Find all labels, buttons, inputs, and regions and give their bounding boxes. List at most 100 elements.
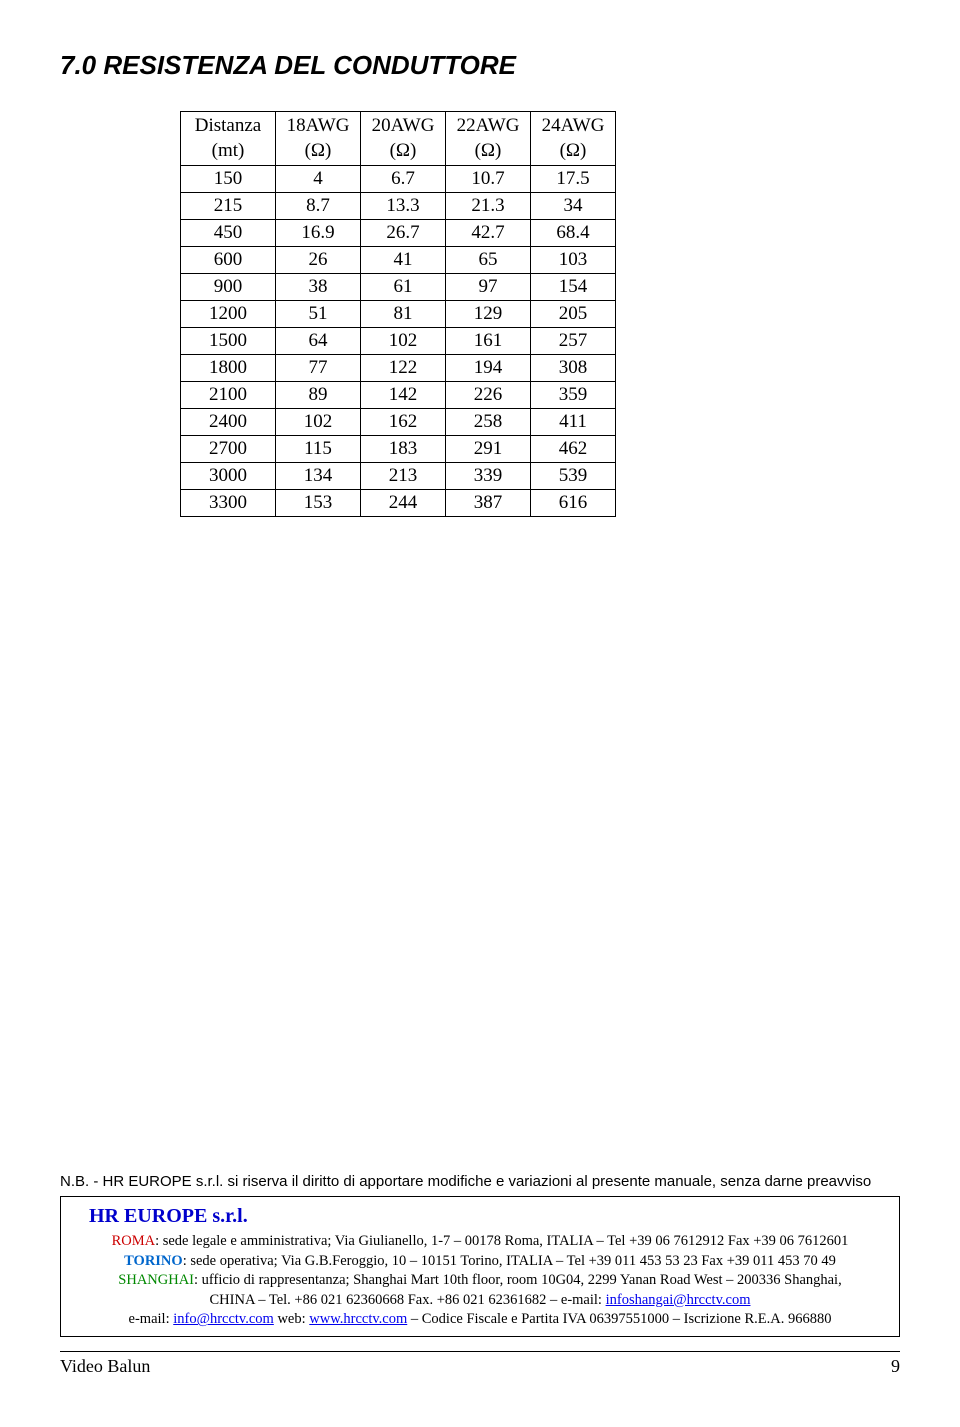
table-cell: 16.9 [276, 220, 361, 247]
roma-text: : sede legale e amministrativa; Via Giul… [155, 1233, 848, 1249]
table-cell: 308 [531, 355, 616, 382]
table-cell: 3000 [181, 463, 276, 490]
table-cell: 2100 [181, 382, 276, 409]
table-cell: 42.7 [446, 220, 531, 247]
table-cell: 153 [276, 490, 361, 517]
table-cell: 61 [361, 274, 446, 301]
footer-page-number: 9 [891, 1356, 900, 1377]
web-prefix: web: [274, 1311, 309, 1327]
table-cell: 134 [276, 463, 361, 490]
table-row: 45016.926.742.768.4 [181, 220, 616, 247]
table-cell: 21.3 [446, 193, 531, 220]
table-cell: 900 [181, 274, 276, 301]
table-cell: 38 [276, 274, 361, 301]
table-cell: 183 [361, 436, 446, 463]
table-cell: 77 [276, 355, 361, 382]
table-row: 180077122194308 [181, 355, 616, 382]
table-cell: 68.4 [531, 220, 616, 247]
table-cell: 3300 [181, 490, 276, 517]
table-row: 150064102161257 [181, 328, 616, 355]
footer-left: Video Balun [60, 1356, 150, 1377]
company-address-block: HR EUROPE s.r.l. ROMA: sede legale e amm… [60, 1196, 900, 1337]
table-cell: 13.3 [361, 193, 446, 220]
table-cell: 411 [531, 409, 616, 436]
table-cell: 339 [446, 463, 531, 490]
table-cell: 1800 [181, 355, 276, 382]
header-line2: (Ω) [390, 140, 417, 161]
address-shanghai-1: SHANGHAI: ufficio di rappresentanza; Sha… [69, 1271, 891, 1291]
table-cell: 150 [181, 166, 276, 193]
label-shanghai: SHANGHAI [118, 1272, 194, 1288]
table-row: 900386197154 [181, 274, 616, 301]
address-torino: TORINO: sede operativa; Via G.B.Feroggio… [69, 1252, 891, 1272]
page-footer: Video Balun 9 [60, 1351, 900, 1377]
table-cell: 34 [531, 193, 616, 220]
table-cell: 2700 [181, 436, 276, 463]
table-cell: 1200 [181, 301, 276, 328]
table-cell: 600 [181, 247, 276, 274]
header-distance: Distanza (mt) [181, 112, 276, 166]
table-row: 2400102162258411 [181, 409, 616, 436]
table-cell: 387 [446, 490, 531, 517]
fiscal-text: – Codice Fiscale e Partita IVA 063975510… [407, 1311, 831, 1327]
address-email-web: e-mail: info@hrcctv.com web: www.hrcctv.… [69, 1310, 891, 1330]
table-row: 3000134213339539 [181, 463, 616, 490]
notice-block: N.B. - HR EUROPE s.r.l. si riserva il di… [60, 1172, 900, 1377]
table-cell: 205 [531, 301, 616, 328]
table-row: 600264165103 [181, 247, 616, 274]
table-cell: 122 [361, 355, 446, 382]
resistance-table: Distanza (mt) 18AWG (Ω) 20AWG (Ω) 22AWG … [180, 111, 616, 517]
table-cell: 6.7 [361, 166, 446, 193]
table-cell: 161 [446, 328, 531, 355]
table-cell: 244 [361, 490, 446, 517]
table-cell: 102 [361, 328, 446, 355]
china-email-link[interactable]: infoshangai@hrcctv.com [606, 1292, 751, 1308]
table-cell: 17.5 [531, 166, 616, 193]
table-cell: 213 [361, 463, 446, 490]
table-header-row: Distanza (mt) 18AWG (Ω) 20AWG (Ω) 22AWG … [181, 112, 616, 166]
shanghai-text-1: : ufficio di rappresentanza; Shanghai Ma… [194, 1272, 842, 1288]
table-cell: 215 [181, 193, 276, 220]
table-cell: 97 [446, 274, 531, 301]
table-cell: 8.7 [276, 193, 361, 220]
table-cell: 65 [446, 247, 531, 274]
header-line1: 20AWG [372, 115, 435, 136]
header-line2: (mt) [212, 140, 245, 161]
header-line1: 18AWG [287, 115, 350, 136]
table-cell: 539 [531, 463, 616, 490]
header-line2: (Ω) [475, 140, 502, 161]
table-cell: 226 [446, 382, 531, 409]
table-row: 3300153244387616 [181, 490, 616, 517]
header-20awg: 20AWG (Ω) [361, 112, 446, 166]
table-cell: 450 [181, 220, 276, 247]
header-18awg: 18AWG (Ω) [276, 112, 361, 166]
table-cell: 81 [361, 301, 446, 328]
table-cell: 41 [361, 247, 446, 274]
table-cell: 154 [531, 274, 616, 301]
web-link[interactable]: www.hrcctv.com [309, 1311, 407, 1327]
table-cell: 103 [531, 247, 616, 274]
table-cell: 89 [276, 382, 361, 409]
table-cell: 142 [361, 382, 446, 409]
address-china-line: CHINA – Tel. +86 021 62360668 Fax. +86 0… [69, 1291, 891, 1311]
table-cell: 162 [361, 409, 446, 436]
table-cell: 64 [276, 328, 361, 355]
label-roma: ROMA [112, 1233, 156, 1249]
table-cell: 10.7 [446, 166, 531, 193]
header-line1: Distanza [195, 115, 261, 136]
table-cell: 115 [276, 436, 361, 463]
address-roma: ROMA: sede legale e amministrativa; Via … [69, 1232, 891, 1252]
header-22awg: 22AWG (Ω) [446, 112, 531, 166]
china-prefix: CHINA – Tel. +86 021 62360668 Fax. +86 0… [210, 1292, 606, 1308]
table-cell: 129 [446, 301, 531, 328]
header-line1: 22AWG [457, 115, 520, 136]
header-line1: 24AWG [542, 115, 605, 136]
table-cell: 258 [446, 409, 531, 436]
table-cell: 616 [531, 490, 616, 517]
email-info-link[interactable]: info@hrcctv.com [173, 1311, 274, 1327]
table-cell: 257 [531, 328, 616, 355]
table-row: 2700115183291462 [181, 436, 616, 463]
table-cell: 102 [276, 409, 361, 436]
notice-text: N.B. - HR EUROPE s.r.l. si riserva il di… [60, 1172, 900, 1192]
table-row: 12005181129205 [181, 301, 616, 328]
